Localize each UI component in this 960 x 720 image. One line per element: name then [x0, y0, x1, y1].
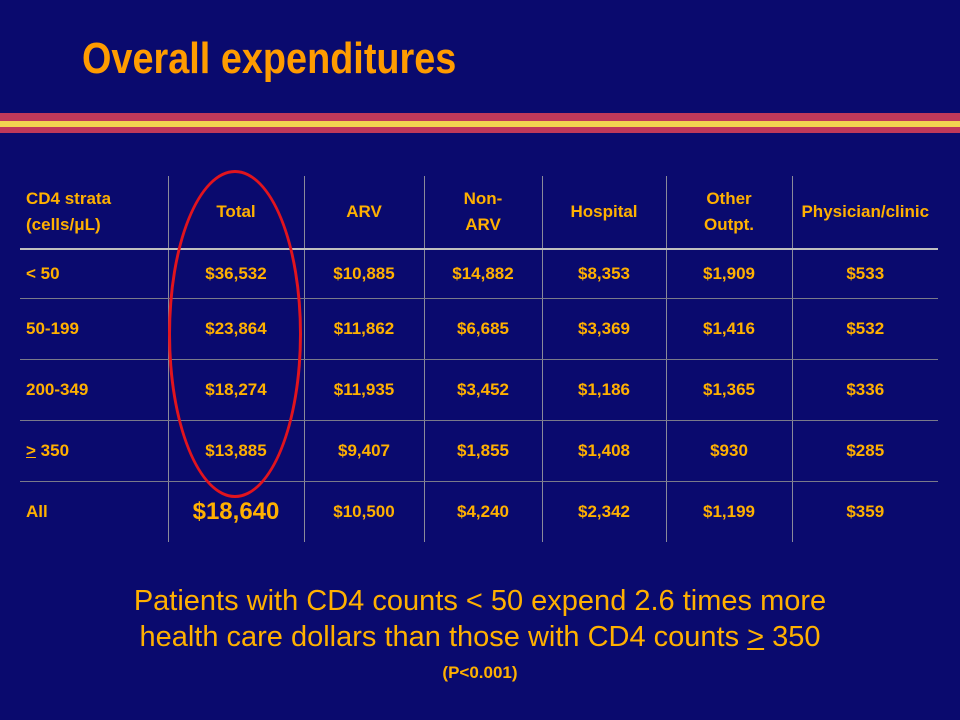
cell-hospital: $1,408	[541, 420, 666, 482]
conclusion-line2-value: 350	[764, 621, 821, 653]
table-row: < 50 $36,532 $10,885 $14,882 $8,353 $1,9…	[20, 249, 938, 299]
divider-stripe-top	[0, 113, 960, 121]
cell-strata: 200-349	[20, 359, 168, 421]
cell-arv: $10,500	[303, 481, 424, 542]
cell-strata: < 50	[20, 249, 168, 299]
slide-title: Overall expenditures	[82, 34, 457, 83]
header-hospital: Hospital	[541, 176, 666, 250]
cell-non-arv: $1,855	[423, 420, 542, 482]
cell-other-outpt: $1,416	[665, 298, 792, 360]
cell-arv: $11,935	[303, 359, 424, 421]
divider-stripe-middle	[0, 121, 960, 127]
divider-stripe-bottom	[0, 127, 960, 133]
header-cd4-strata-unit-suffix: L)	[84, 215, 101, 234]
header-other-outpt: Other Outpt.	[665, 176, 792, 250]
cell-physician: $336	[791, 359, 938, 421]
conclusion-line1: Patients with CD4 counts < 50 expend 2.6…	[133, 585, 827, 617]
cell-strata-value: 350	[35, 441, 70, 460]
cell-non-arv: $6,685	[423, 298, 542, 360]
greater-or-equal-symbol: >	[747, 621, 765, 653]
cell-other-outpt: $1,365	[665, 359, 792, 421]
greater-or-equal-symbol: >	[26, 441, 36, 460]
table-row: > 350 $13,885 $9,407 $1,855 $1,408 $930 …	[20, 420, 938, 482]
mu-symbol: μ	[74, 215, 85, 234]
cell-other-outpt: $930	[665, 420, 792, 482]
cell-arv: $10,885	[303, 249, 424, 299]
header-non-arv: Non-ARV	[423, 176, 542, 250]
p-value: (P<0.001)	[442, 663, 518, 682]
cell-hospital: $8,353	[541, 249, 666, 299]
cell-non-arv: $4,240	[423, 481, 542, 542]
header-cd4-strata-unit-prefix: (cells/	[26, 215, 75, 234]
cell-strata: > 350	[20, 420, 168, 482]
cell-non-arv: $3,452	[423, 359, 542, 421]
cell-arv: $9,407	[303, 420, 424, 482]
cell-physician: $285	[791, 420, 938, 482]
cell-other-outpt: $1,909	[665, 249, 792, 299]
cell-total: $18,274	[167, 359, 304, 421]
cell-arv: $11,862	[303, 298, 424, 360]
cell-strata: All	[26, 502, 48, 521]
table-row: 50-199 $23,864 $11,862 $6,685 $3,369 $1,…	[20, 298, 938, 360]
table-header-row: CD4 strata (cells/μL) Total ARV Non-ARV …	[20, 176, 938, 250]
cell-strata: 50-199	[20, 298, 168, 360]
cell-total: $13,885	[167, 420, 304, 482]
header-cd4-strata-line1: CD4 strata	[26, 189, 112, 208]
cell-hospital: $2,342	[541, 481, 666, 542]
header-arv: ARV	[303, 176, 424, 250]
cell-total-highlight: $18,640	[167, 481, 304, 542]
cell-total: $23,864	[167, 298, 304, 360]
cell-physician: $359	[791, 481, 938, 542]
cell-hospital: $1,186	[541, 359, 666, 421]
conclusion-line2-text: health care dollars than those with CD4 …	[139, 621, 748, 653]
cell-other-outpt: $1,199	[665, 481, 792, 542]
cell-non-arv: $14,882	[423, 249, 542, 299]
header-physician-clinic: Physician/clinic	[791, 176, 938, 250]
conclusion-text: Patients with CD4 counts < 50 expend 2.6…	[0, 583, 960, 655]
table-row: 200-349 $18,274 $11,935 $3,452 $1,186 $1…	[20, 359, 938, 421]
conclusion-line2: health care dollars than those with CD4 …	[0, 619, 960, 655]
header-cd4-strata: CD4 strata (cells/μL)	[20, 176, 168, 250]
table-row-all: All $18,640 $10,500 $4,240 $2,342 $1,199…	[20, 481, 938, 542]
header-total: Total	[167, 176, 304, 250]
cell-physician: $532	[791, 298, 938, 360]
cell-hospital: $3,369	[541, 298, 666, 360]
cell-physician: $533	[791, 249, 938, 299]
cell-total: $36,532	[167, 249, 304, 299]
expenditures-table: CD4 strata (cells/μL) Total ARV Non-ARV …	[20, 176, 938, 542]
